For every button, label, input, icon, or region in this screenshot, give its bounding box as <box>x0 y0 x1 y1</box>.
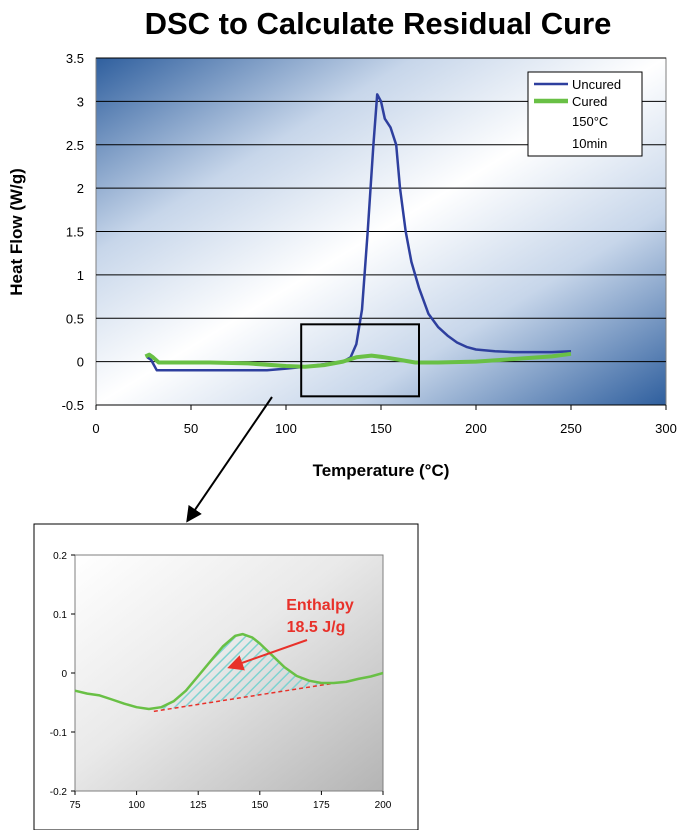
main-y-tick-label: 1.5 <box>66 225 84 240</box>
inset-series <box>74 632 384 711</box>
main-y-tick-label: 2.5 <box>66 138 84 153</box>
main-y-tick-label: 0 <box>77 355 84 370</box>
main-x-tick-label: 300 <box>655 421 677 436</box>
zoom-arrow <box>186 396 273 523</box>
main-series <box>144 93 572 372</box>
main-y-tick-label: 3 <box>77 94 84 109</box>
main-series-cured-line <box>144 351 572 369</box>
main-tick-labels: -0.5 0 0.5 1 1.5 2 2.5 3 3.5 0 50 100 150 200 250 300 <box>62 51 677 436</box>
main-x-tick-label: 100 <box>275 421 297 436</box>
main-legend: Uncured Cured 150°C 10min <box>527 71 643 157</box>
main-x-tick-label: 0 <box>92 421 99 436</box>
inset-y-tick-label: -0.2 <box>50 787 68 798</box>
inset-series-cured-line <box>74 632 384 711</box>
enthalpy-area <box>153 634 332 712</box>
inset-x-tick-label: 150 <box>251 800 268 811</box>
inset-tick-labels: -0.2 -0.1 0 0.1 0.2 75 100 125 150 175 200 <box>50 551 392 811</box>
legend-note-temperature: 150°C <box>572 114 608 129</box>
main-x-tick-label: 250 <box>560 421 582 436</box>
legend-uncured-label: Uncured <box>572 77 621 92</box>
main-y-tick-label: 0.5 <box>66 311 84 326</box>
main-y-tick-label: 1 <box>77 268 84 283</box>
main-chart: -0.5 0 0.5 1 1.5 2 2.5 3 3.5 0 50 100 150 200 250 300 H… <box>7 51 677 480</box>
inset-y-tick-label: 0 <box>61 669 67 680</box>
main-y-tick-label: -0.5 <box>62 398 84 413</box>
zoom-highlight-box <box>300 323 421 398</box>
inset-x-tick-label: 125 <box>190 800 207 811</box>
page-title: DSC to Calculate Residual Cure <box>145 6 612 41</box>
inset-y-tick-label: 0.2 <box>53 551 67 562</box>
inset-x-tick-label: 75 <box>69 800 81 811</box>
main-x-tick-label: 50 <box>184 421 198 436</box>
inset-x-tick-label: 100 <box>128 800 145 811</box>
main-y-tick-label: 2 <box>77 181 84 196</box>
enthalpy-value: 18.5 J/g <box>287 619 346 636</box>
legend-note-time: 10min <box>572 136 607 151</box>
enthalpy-arrow <box>227 639 308 671</box>
main-y-tick-label: 3.5 <box>66 51 84 66</box>
main-x-axis-title: Temperature (°C) <box>313 461 450 480</box>
inset-y-tick-label: 0.1 <box>53 610 67 621</box>
inset-y-tick-label: -0.1 <box>50 728 68 739</box>
main-series-uncured-line <box>146 93 572 372</box>
main-x-tick-label: 150 <box>370 421 392 436</box>
legend-box <box>527 71 643 157</box>
enthalpy-baseline <box>153 682 332 713</box>
legend-cured-label: Cured <box>572 94 607 109</box>
inset-x-tick-label: 175 <box>313 800 330 811</box>
enthalpy-label: Enthalpy <box>286 597 354 614</box>
inset-x-tick-label: 200 <box>375 800 392 811</box>
main-x-tick-label: 200 <box>465 421 487 436</box>
inset-chart: -0.2 -0.1 0 0.1 0.2 75 100 125 150 175 200 Enthalp… <box>33 523 419 830</box>
main-y-axis-title: Heat Flow (W/g) <box>7 168 26 295</box>
